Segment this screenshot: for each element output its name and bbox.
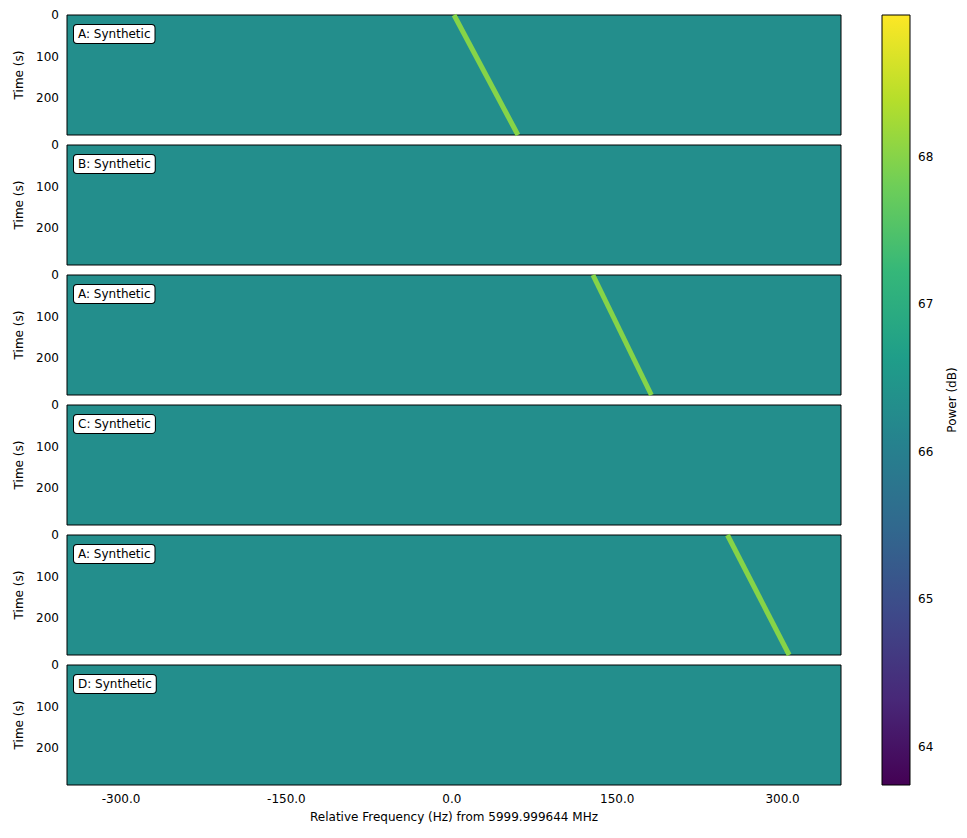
svg-text:-150.0: -150.0 [267, 792, 306, 806]
svg-text:0: 0 [51, 268, 59, 282]
svg-text:0: 0 [51, 658, 59, 672]
svg-text:64: 64 [918, 740, 933, 754]
svg-text:0: 0 [51, 8, 59, 22]
svg-text:300.0: 300.0 [765, 792, 799, 806]
svg-text:Time (s): Time (s) [12, 51, 26, 101]
svg-text:200: 200 [36, 611, 59, 625]
svg-text:200: 200 [36, 221, 59, 235]
svg-text:A: Synthetic: A: Synthetic [78, 547, 151, 561]
svg-text:0: 0 [51, 398, 59, 412]
svg-text:200: 200 [36, 351, 59, 365]
svg-text:C: Synthetic: C: Synthetic [78, 417, 151, 431]
svg-text:Power (dB): Power (dB) [945, 367, 959, 432]
svg-text:200: 200 [36, 481, 59, 495]
svg-text:D: Synthetic: D: Synthetic [78, 677, 152, 691]
svg-text:Time (s): Time (s) [12, 311, 26, 361]
svg-text:B: Synthetic: B: Synthetic [78, 157, 151, 171]
svg-text:100: 100 [36, 310, 59, 324]
svg-text:200: 200 [36, 741, 59, 755]
svg-text:-300.0: -300.0 [102, 792, 141, 806]
svg-text:100: 100 [36, 700, 59, 714]
svg-text:65: 65 [918, 592, 933, 606]
svg-text:66: 66 [918, 445, 933, 459]
svg-text:100: 100 [36, 440, 59, 454]
svg-text:100: 100 [36, 570, 59, 584]
svg-text:Time (s): Time (s) [12, 441, 26, 491]
svg-text:68: 68 [918, 150, 933, 164]
svg-text:Time (s): Time (s) [12, 571, 26, 621]
svg-text:Relative Frequency (Hz) from 5: Relative Frequency (Hz) from 5999.999644… [310, 810, 598, 824]
svg-text:0.0: 0.0 [442, 792, 461, 806]
svg-text:67: 67 [918, 297, 933, 311]
svg-text:Time (s): Time (s) [12, 181, 26, 231]
svg-text:0: 0 [51, 138, 59, 152]
svg-text:A: Synthetic: A: Synthetic [78, 287, 151, 301]
svg-text:0: 0 [51, 528, 59, 542]
svg-text:100: 100 [36, 50, 59, 64]
svg-text:Time (s): Time (s) [12, 701, 26, 751]
svg-text:150.0: 150.0 [600, 792, 634, 806]
svg-text:200: 200 [36, 91, 59, 105]
svg-text:100: 100 [36, 180, 59, 194]
svg-text:A: Synthetic: A: Synthetic [78, 27, 151, 41]
